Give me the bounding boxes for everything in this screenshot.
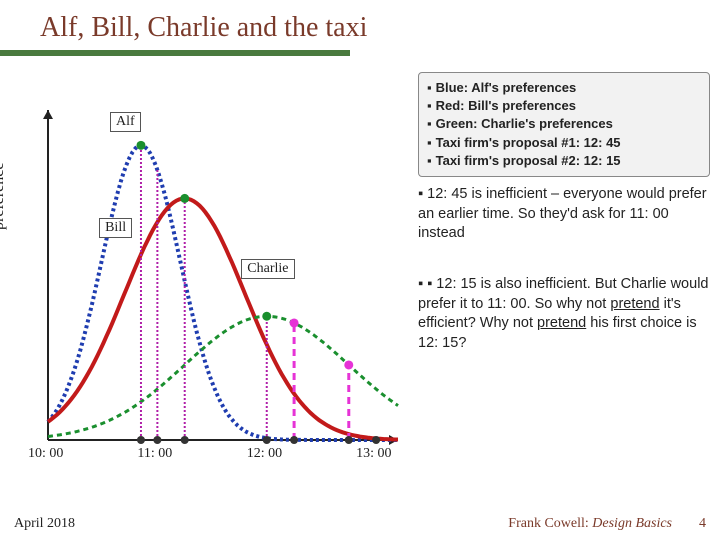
x-tick-label: 11: 00 xyxy=(137,446,172,462)
legend-item-bill: Red: Bill's preferences xyxy=(427,97,701,115)
legend-item-alf: Blue: Alf's preferences xyxy=(427,79,701,97)
footer-credit-name: Frank Cowell: xyxy=(508,516,589,531)
y-axis-label: preference xyxy=(0,163,8,231)
footer-credit-title: Design Basics xyxy=(589,516,672,531)
x-tick-label: 13: 00 xyxy=(356,446,391,462)
curve-label-charlie: Charlie xyxy=(241,259,294,279)
curve-label-alf: Alf xyxy=(110,112,141,132)
x-tick-label: 10: 00 xyxy=(28,446,63,462)
footer-credit: Frank Cowell: Design Basics xyxy=(508,516,672,532)
legend-item-proposal1: Taxi firm's proposal #1: 12: 45 xyxy=(427,134,701,152)
header-accent-bar xyxy=(0,50,350,56)
preference-chart: Alf Bill Charlie xyxy=(10,70,410,460)
page-title: Alf, Bill, Charlie and the taxi xyxy=(40,12,367,44)
note-2: ▪ 12: 15 is also inefficient. But Charli… xyxy=(418,275,710,353)
legend-box: Blue: Alf's preferences Red: Bill's pref… xyxy=(418,72,710,177)
note-1: 12: 45 is inefficient – everyone would p… xyxy=(418,185,710,244)
page-number: 4 xyxy=(699,516,706,532)
curve-label-bill: Bill xyxy=(99,218,132,238)
legend-item-charlie: Green: Charlie's preferences xyxy=(427,115,701,133)
footer-date: April 2018 xyxy=(14,516,75,532)
legend-item-proposal2: Taxi firm's proposal #2: 12: 15 xyxy=(427,152,701,170)
x-tick-label: 12: 00 xyxy=(247,446,282,462)
